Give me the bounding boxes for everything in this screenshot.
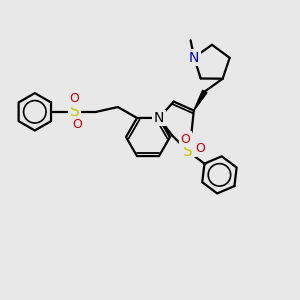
Text: N: N [154,111,164,125]
Text: O: O [180,133,190,146]
Text: O: O [70,92,80,105]
Text: S: S [183,144,193,159]
Polygon shape [194,90,207,110]
Text: S: S [70,104,79,119]
Text: O: O [195,142,205,155]
Text: N: N [189,50,199,64]
Text: O: O [72,118,82,131]
